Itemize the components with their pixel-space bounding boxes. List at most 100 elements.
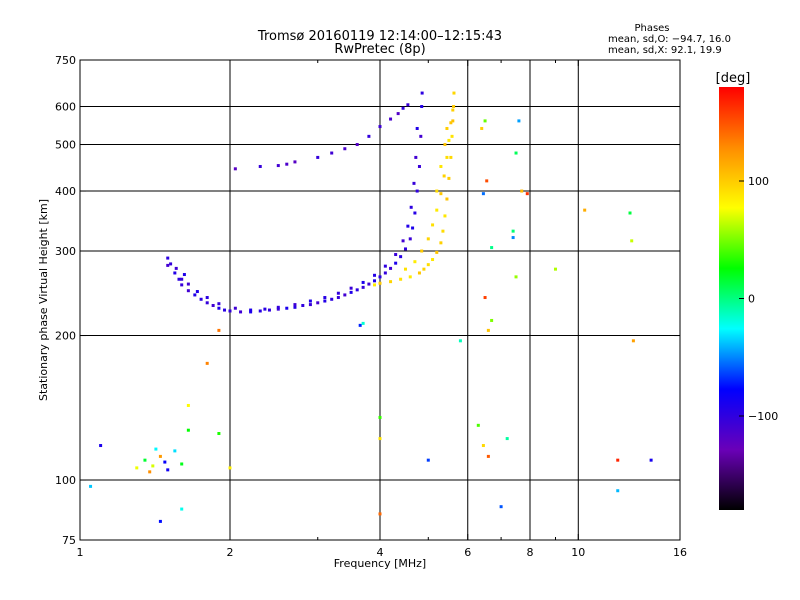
data-point <box>99 444 103 448</box>
data-point <box>414 155 418 159</box>
data-point <box>367 282 371 286</box>
data-point <box>553 267 557 271</box>
data-point <box>406 103 410 107</box>
data-point <box>389 266 393 270</box>
x-tick-label: 10 <box>571 546 585 559</box>
data-point <box>316 155 320 159</box>
data-point <box>420 105 424 109</box>
data-point <box>628 211 632 215</box>
data-point <box>154 447 158 451</box>
data-point <box>378 281 382 285</box>
data-point <box>439 241 443 245</box>
data-point <box>408 237 412 241</box>
data-point <box>511 236 515 240</box>
data-point <box>228 466 232 470</box>
data-points <box>89 91 653 523</box>
data-point <box>417 271 421 275</box>
data-point <box>439 164 443 168</box>
data-point <box>394 253 398 257</box>
data-point <box>452 91 456 95</box>
data-point <box>89 484 93 488</box>
data-point <box>367 134 371 138</box>
data-point <box>293 305 297 309</box>
data-point <box>293 160 297 164</box>
data-point <box>308 299 312 303</box>
y-tick-label: 100 <box>55 474 76 487</box>
data-point <box>451 119 455 123</box>
data-point <box>443 214 447 218</box>
data-point <box>285 162 289 166</box>
data-point <box>401 239 405 243</box>
data-point <box>223 308 227 312</box>
data-point <box>483 119 487 123</box>
data-point <box>383 264 387 268</box>
data-point <box>486 328 490 332</box>
data-point <box>389 117 393 121</box>
data-point <box>514 275 518 279</box>
data-point <box>349 286 353 290</box>
data-point <box>135 466 139 470</box>
data-point <box>505 437 509 441</box>
data-point <box>258 309 262 313</box>
axis-ticks: 1 2 4 6 8 10 16 75 100 200 300 400 500 600 750 <box>55 54 687 559</box>
data-point <box>373 279 377 283</box>
data-point <box>330 297 334 301</box>
data-point <box>195 290 199 294</box>
data-point <box>452 105 456 109</box>
grid-lines <box>80 60 680 540</box>
data-point <box>447 138 451 142</box>
data-point <box>631 339 635 343</box>
data-point <box>378 125 382 129</box>
data-point <box>361 321 365 325</box>
data-point <box>174 266 178 270</box>
data-point <box>517 119 521 123</box>
data-point <box>323 296 327 300</box>
chart-title-line2: RwPretec (8p) <box>334 42 425 57</box>
data-point <box>486 454 490 458</box>
data-point <box>458 339 462 343</box>
data-point <box>186 289 190 293</box>
data-point <box>330 151 334 155</box>
data-point <box>343 147 347 151</box>
data-point <box>186 282 190 286</box>
data-point <box>378 512 382 516</box>
colorbar-tick-label: 100 <box>748 175 769 188</box>
data-point <box>180 283 184 287</box>
data-point <box>409 205 413 209</box>
data-point <box>308 303 312 307</box>
data-point <box>483 296 487 300</box>
y-tick-label: 750 <box>55 54 76 67</box>
data-point <box>173 449 177 453</box>
data-point <box>403 267 407 271</box>
data-point <box>411 226 415 230</box>
data-point <box>481 192 485 196</box>
data-point <box>186 428 190 432</box>
colorbar-ticks: 100 0 −100 <box>739 175 778 423</box>
data-point <box>420 249 424 253</box>
y-tick-label: 300 <box>55 245 76 258</box>
data-point <box>420 91 424 95</box>
data-point <box>193 293 197 297</box>
data-point <box>180 462 184 466</box>
data-point <box>616 489 620 493</box>
data-point <box>399 277 403 281</box>
y-tick-label: 600 <box>55 101 76 114</box>
data-point <box>426 458 430 462</box>
data-point <box>199 297 203 301</box>
data-point <box>422 267 426 271</box>
data-point <box>177 277 181 281</box>
data-point <box>186 403 190 407</box>
data-point <box>426 263 430 267</box>
data-point <box>445 197 449 201</box>
x-axis-label: Frequency [MHz] <box>334 557 426 570</box>
data-point <box>378 437 382 441</box>
data-point <box>480 126 484 130</box>
data-point <box>361 285 365 289</box>
data-point <box>511 229 515 233</box>
x-tick-label: 8 <box>527 546 534 559</box>
y-axis-label: Stationary phase Virtual Height [km] <box>37 199 50 401</box>
data-point <box>389 280 393 284</box>
colorbar-tick-label: −100 <box>748 410 778 423</box>
data-point <box>267 308 271 312</box>
